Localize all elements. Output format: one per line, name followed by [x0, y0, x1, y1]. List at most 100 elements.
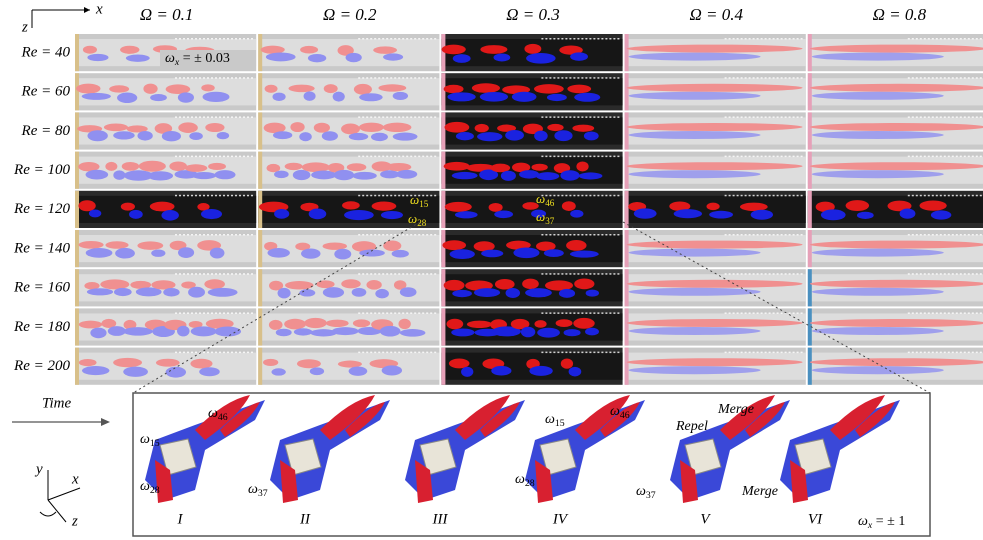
dot	[358, 273, 361, 275]
symbol: ω	[515, 472, 525, 487]
dot	[203, 155, 205, 158]
vortex	[543, 249, 564, 257]
dot	[549, 312, 552, 314]
cell-band	[441, 156, 623, 184]
cell-strip	[258, 347, 263, 385]
dot	[764, 194, 767, 197]
dot	[613, 155, 616, 158]
vortex	[566, 240, 587, 251]
dot	[609, 351, 612, 354]
dot	[792, 194, 795, 197]
dot	[935, 351, 938, 354]
dot	[390, 273, 393, 275]
dot	[923, 116, 926, 118]
dot	[907, 351, 910, 354]
cell-band	[807, 352, 983, 380]
dot	[183, 312, 185, 314]
cell	[441, 230, 623, 268]
stage-label: VI	[808, 511, 823, 527]
vortex	[441, 44, 466, 55]
dot	[911, 116, 914, 118]
dot	[975, 77, 978, 79]
vortex	[154, 123, 173, 134]
dot	[362, 273, 365, 275]
dot	[585, 351, 588, 354]
dot	[183, 351, 185, 354]
dot	[589, 116, 592, 118]
dot	[605, 312, 608, 314]
dot	[800, 116, 803, 118]
vortex	[273, 131, 293, 140]
cell	[807, 34, 983, 72]
dot	[740, 116, 743, 118]
text: = ± 0.03	[179, 51, 230, 66]
dot	[211, 38, 213, 40]
vortex-red	[600, 402, 640, 437]
vortex	[290, 122, 305, 133]
dot	[545, 155, 548, 158]
dot	[951, 351, 954, 354]
dot	[800, 234, 803, 236]
vortex	[520, 326, 536, 338]
vortex	[559, 45, 583, 55]
cell-strip	[807, 151, 812, 189]
dot	[617, 38, 620, 40]
dot	[605, 155, 608, 158]
cell-strip	[441, 308, 446, 346]
vortex	[125, 54, 150, 62]
vortex	[547, 123, 564, 132]
dot	[191, 234, 193, 236]
vortex	[105, 161, 118, 171]
vortex	[536, 172, 560, 181]
dot	[931, 77, 934, 79]
dot	[911, 155, 914, 158]
dot	[760, 116, 763, 118]
dot	[195, 155, 197, 158]
dot	[943, 194, 946, 197]
dot	[227, 351, 229, 354]
dot	[919, 194, 922, 197]
vortex	[351, 287, 367, 297]
dot	[744, 194, 747, 197]
dot	[565, 194, 568, 197]
dot	[959, 116, 962, 118]
dot	[235, 351, 237, 354]
dot	[736, 194, 739, 197]
vortex	[378, 84, 407, 92]
dot	[617, 77, 620, 79]
dot	[724, 155, 727, 158]
dot	[183, 155, 185, 158]
dot	[402, 155, 405, 158]
dot	[927, 77, 930, 79]
dot	[251, 77, 253, 79]
vortex	[293, 328, 313, 336]
dot	[187, 194, 189, 197]
dot	[959, 312, 962, 314]
dot	[963, 312, 966, 314]
cell-strip	[75, 347, 79, 385]
symbol: ω	[545, 412, 555, 427]
dot	[410, 155, 413, 158]
dot	[430, 116, 433, 118]
dot	[203, 312, 205, 314]
subscript: x	[867, 520, 873, 531]
vortex	[455, 132, 474, 141]
vortex	[310, 329, 337, 337]
vortex	[288, 84, 315, 93]
dot	[609, 234, 612, 236]
vortex	[202, 91, 230, 103]
dot	[382, 273, 385, 275]
dot	[792, 38, 795, 40]
dot	[963, 155, 966, 158]
dot	[728, 38, 731, 40]
dot	[736, 234, 739, 236]
stage-label: IV	[552, 511, 569, 527]
streak	[809, 358, 983, 367]
dot	[219, 77, 221, 79]
dot	[959, 234, 962, 236]
dot	[796, 194, 799, 197]
vortex	[264, 84, 278, 93]
cell	[807, 308, 983, 346]
dot	[426, 38, 429, 40]
dot	[215, 77, 217, 79]
